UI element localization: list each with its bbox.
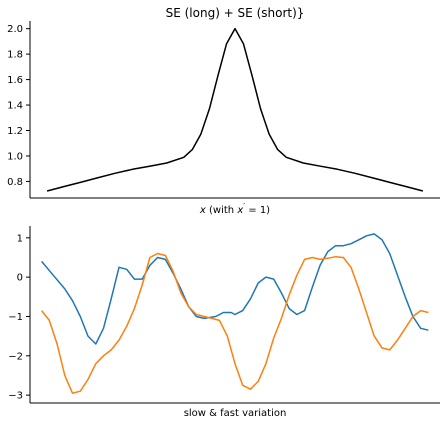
top-xlabel-post: = 1): [245, 205, 270, 216]
top-chart: SE (long) + SE (short)} 0.8 1.0 1.2 1.4 1.6 1…: [7, 6, 440, 216]
top-y-tick-label: 1.0: [7, 151, 23, 162]
top-y-tick-label: 2.0: [7, 24, 23, 35]
top-y-tick-label: 0.8: [7, 177, 23, 188]
top-chart-title: SE (long) + SE (short)}: [166, 6, 305, 20]
top-series-line-1: [46, 27, 424, 192]
bottom-y-tick-label: 1: [17, 233, 23, 244]
top-plot-area: [46, 27, 424, 192]
top-xlabel-var: x: [199, 205, 206, 216]
bottom-chart: −3 −2 −1 0 1 slow & fast variation: [8, 226, 440, 419]
top-xlabel-sup: ′: [243, 202, 245, 211]
top-y-tick-label: 1.4: [7, 101, 23, 112]
bottom-y-tick-label: 0: [17, 273, 23, 284]
top-y-axis: 0.8 1.0 1.2 1.4 1.6 1.8 2.0: [7, 24, 30, 188]
bottom-y-tick-label: −2: [8, 351, 23, 362]
bottom-y-tick-label: −1: [8, 312, 23, 323]
top-y-tick-label: 1.8: [7, 50, 23, 61]
bottom-series-line-1: [41, 233, 429, 345]
top-x-axis-label: x (with x′ = 1): [199, 202, 270, 216]
top-xlabel-var2: x: [236, 205, 243, 216]
bottom-series-line-2: [41, 252, 429, 394]
bottom-y-axis: −3 −2 −1 0 1: [8, 233, 30, 402]
bottom-y-tick-label: −3: [8, 391, 23, 402]
top-y-tick-label: 1.2: [7, 126, 23, 137]
bottom-x-axis-label: slow & fast variation: [184, 408, 287, 419]
top-y-tick-label: 1.6: [7, 75, 23, 86]
bottom-plot-area: [41, 233, 429, 394]
top-xlabel-mid: (with: [206, 205, 237, 216]
